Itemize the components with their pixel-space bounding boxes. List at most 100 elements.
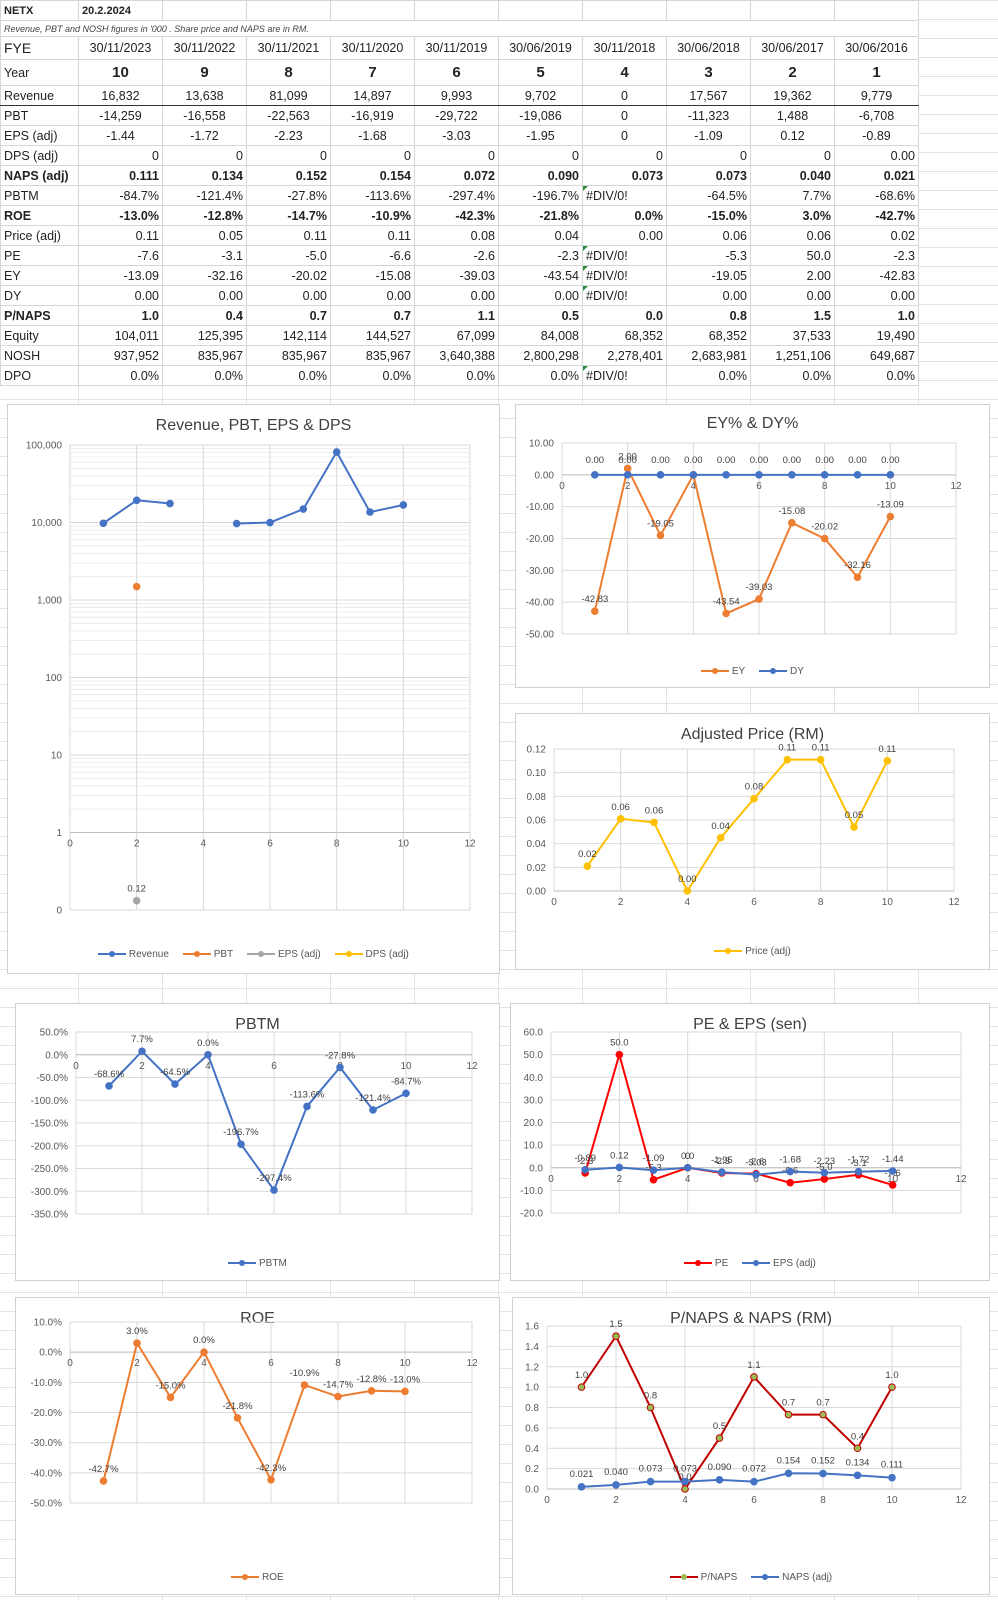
fye-date-cell[interactable]: 30/06/2016 xyxy=(834,36,919,60)
ticker-cell[interactable]: NETX xyxy=(0,0,79,21)
value-cell[interactable]: 0.0% xyxy=(414,365,499,386)
value-cell[interactable]: 0.0% xyxy=(162,365,247,386)
value-cell[interactable]: -19.05 xyxy=(666,265,751,286)
value-cell[interactable]: -12.8% xyxy=(162,205,247,226)
value-cell[interactable]: -297.4% xyxy=(414,185,499,206)
value-cell[interactable]: 7.7% xyxy=(750,185,835,206)
value-cell[interactable]: 2,800,298 xyxy=(498,345,583,366)
legend-item[interactable]: DPS (adj) xyxy=(334,949,409,960)
value-cell[interactable]: 0.04 xyxy=(498,225,583,246)
value-cell[interactable]: 0.02 xyxy=(834,225,919,246)
value-cell[interactable]: -10.9% xyxy=(330,205,415,226)
value-cell[interactable]: -1.68 xyxy=(330,125,415,146)
chart-adjusted-price[interactable]: Adjusted Price (RM) 0.00 0.02 0.04 0.06 0.08… xyxy=(515,713,990,970)
value-cell[interactable]: 0.00 xyxy=(498,285,583,306)
value-cell[interactable]: 1.0 xyxy=(78,305,163,326)
value-cell[interactable]: #DIV/0! xyxy=(582,285,667,306)
value-cell[interactable]: -19,086 xyxy=(498,105,583,126)
legend-item[interactable]: EPS (adj) xyxy=(742,1258,816,1269)
legend-item[interactable]: P/NAPS xyxy=(669,1572,737,1583)
chart-pbtm[interactable]: PBTM -350.0% -300.0% -250.0% -200.0% -150.0%… xyxy=(15,1003,500,1281)
value-cell[interactable]: -1.09 xyxy=(666,125,751,146)
legend-item[interactable]: EPS (adj) xyxy=(247,949,321,960)
value-cell[interactable]: 19,362 xyxy=(750,85,835,106)
fye-date-cell[interactable]: 30/06/2017 xyxy=(750,36,835,60)
value-cell[interactable]: 0.8 xyxy=(666,305,751,326)
legend-item[interactable]: Revenue xyxy=(98,949,169,960)
value-cell[interactable]: -1.95 xyxy=(498,125,583,146)
value-cell[interactable]: 0 xyxy=(582,105,667,126)
value-cell[interactable]: 0.072 xyxy=(414,165,499,186)
value-cell[interactable]: 144,527 xyxy=(330,325,415,346)
chart-pe-eps[interactable]: PE & EPS (sen) -20.0 -10.0 0.0 10.0 20.0 30.0… xyxy=(510,1003,990,1281)
value-cell[interactable]: -14,259 xyxy=(78,105,163,126)
value-cell[interactable]: -32.16 xyxy=(162,265,247,286)
value-cell[interactable]: #DIV/0! xyxy=(582,365,667,386)
fye-date-cell[interactable]: 30/11/2023 xyxy=(78,36,163,60)
value-cell[interactable]: -2.3 xyxy=(498,245,583,266)
row-label[interactable]: Equity xyxy=(0,325,79,346)
value-cell[interactable]: 0.073 xyxy=(666,165,751,186)
value-cell[interactable]: -16,558 xyxy=(162,105,247,126)
value-cell[interactable]: 0.00 xyxy=(582,225,667,246)
value-cell[interactable]: -7.6 xyxy=(78,245,163,266)
value-cell[interactable]: 81,099 xyxy=(246,85,331,106)
value-cell[interactable]: -27.8% xyxy=(246,185,331,206)
row-label[interactable]: Revenue xyxy=(0,85,79,106)
value-cell[interactable]: 14,897 xyxy=(330,85,415,106)
value-cell[interactable]: 0.090 xyxy=(498,165,583,186)
value-cell[interactable]: 0.7 xyxy=(330,305,415,326)
value-cell[interactable]: -42.83 xyxy=(834,265,919,286)
value-cell[interactable]: 3.0% xyxy=(750,205,835,226)
value-cell[interactable]: 0.5 xyxy=(498,305,583,326)
value-cell[interactable]: 2.00 xyxy=(750,265,835,286)
value-cell[interactable]: 835,967 xyxy=(162,345,247,366)
row-label[interactable]: Price (adj) xyxy=(0,225,79,246)
value-cell[interactable]: 142,114 xyxy=(246,325,331,346)
value-cell[interactable]: -20.02 xyxy=(246,265,331,286)
value-cell[interactable]: 1 xyxy=(834,59,919,86)
value-cell[interactable]: 68,352 xyxy=(666,325,751,346)
value-cell[interactable]: 2 xyxy=(750,59,835,86)
note-cell[interactable]: Revenue, PBT and NOSH figures in '000 . … xyxy=(0,20,919,37)
value-cell[interactable]: 16,832 xyxy=(78,85,163,106)
value-cell[interactable]: 2,278,401 xyxy=(582,345,667,366)
value-cell[interactable]: 50.0 xyxy=(750,245,835,266)
value-cell[interactable]: 1,251,106 xyxy=(750,345,835,366)
value-cell[interactable]: -2.6 xyxy=(414,245,499,266)
value-cell[interactable]: -13.09 xyxy=(78,265,163,286)
fye-date-cell[interactable]: 30/06/2018 xyxy=(666,36,751,60)
value-cell[interactable]: 67,099 xyxy=(414,325,499,346)
value-cell[interactable]: 0.0% xyxy=(834,365,919,386)
row-label[interactable]: NOSH xyxy=(0,345,79,366)
value-cell[interactable]: 0 xyxy=(498,145,583,166)
row-label[interactable]: Year xyxy=(0,59,79,86)
value-cell[interactable]: 1.0 xyxy=(834,305,919,326)
row-label[interactable]: ROE xyxy=(0,205,79,226)
value-cell[interactable]: -15.08 xyxy=(330,265,415,286)
legend-item[interactable]: EY xyxy=(701,666,745,677)
row-label[interactable]: PBT xyxy=(0,105,79,126)
value-cell[interactable]: 0.0% xyxy=(78,365,163,386)
row-label[interactable]: DPS (adj) xyxy=(0,145,79,166)
value-cell[interactable]: 0.134 xyxy=(162,165,247,186)
legend-item[interactable]: PBT xyxy=(182,949,233,960)
value-cell[interactable]: -15.0% xyxy=(666,205,751,226)
value-cell[interactable]: 0.154 xyxy=(330,165,415,186)
empty-cell[interactable] xyxy=(498,0,583,21)
value-cell[interactable]: 3,640,388 xyxy=(414,345,499,366)
value-cell[interactable]: -6.6 xyxy=(330,245,415,266)
value-cell[interactable]: 0.11 xyxy=(246,225,331,246)
value-cell[interactable]: 0.0% xyxy=(330,365,415,386)
value-cell[interactable]: 68,352 xyxy=(582,325,667,346)
value-cell[interactable]: 0.00 xyxy=(834,145,919,166)
empty-cell[interactable] xyxy=(330,0,415,21)
value-cell[interactable]: -29,722 xyxy=(414,105,499,126)
value-cell[interactable]: 6 xyxy=(414,59,499,86)
value-cell[interactable]: 9,993 xyxy=(414,85,499,106)
row-label[interactable]: PE xyxy=(0,245,79,266)
value-cell[interactable]: 0.0% xyxy=(582,205,667,226)
value-cell[interactable]: 0.152 xyxy=(246,165,331,186)
empty-cell[interactable] xyxy=(162,0,247,21)
empty-cell[interactable] xyxy=(750,0,835,21)
